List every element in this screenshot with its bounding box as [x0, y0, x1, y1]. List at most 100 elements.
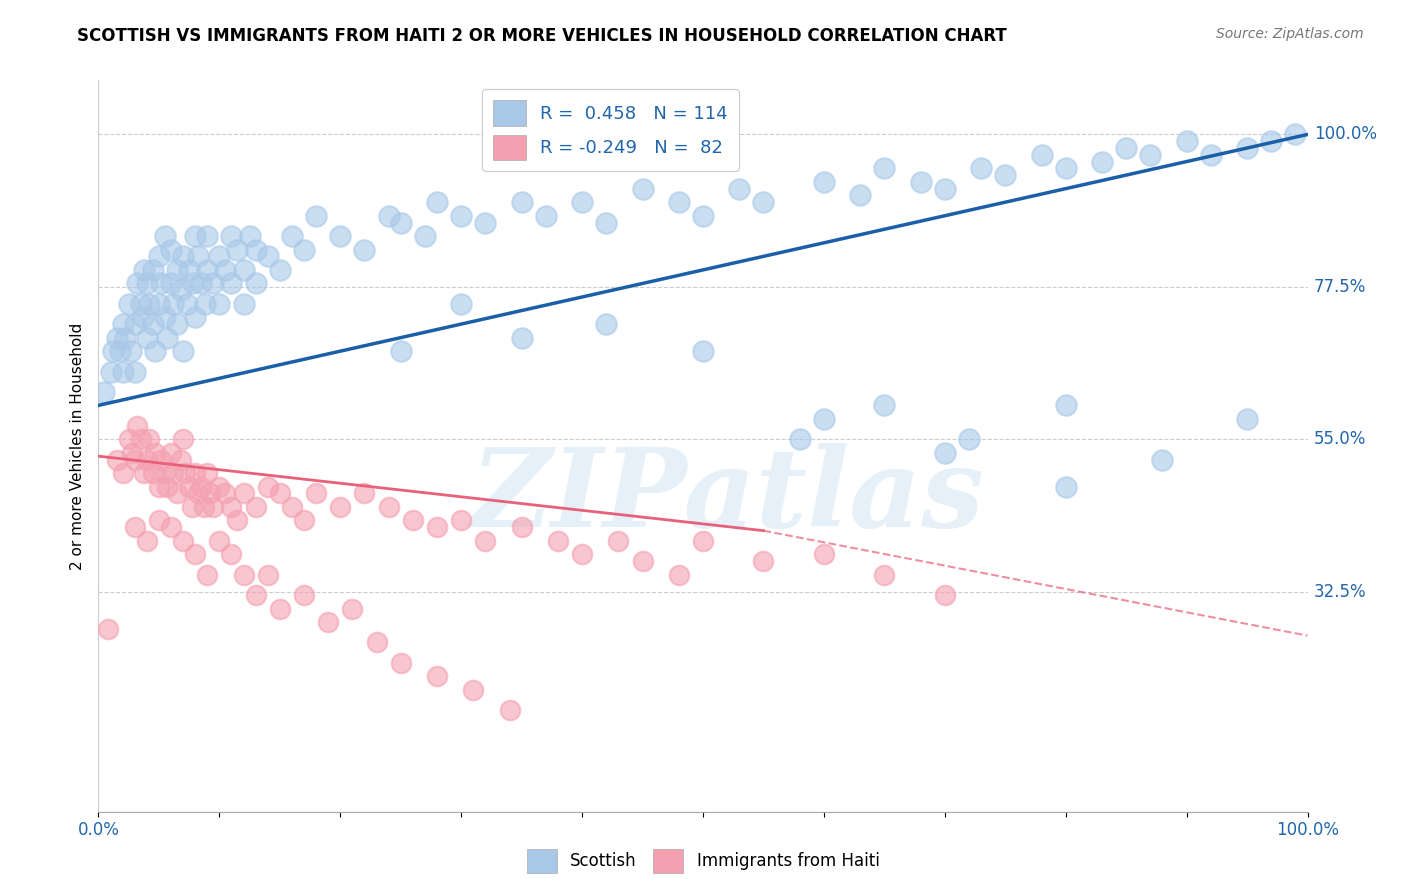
Point: [813, 547, 835, 561]
Point: [118, 432, 141, 446]
Point: [124, 452, 146, 467]
Point: [389, 656, 412, 670]
Point: [135, 277, 157, 291]
Point: [166, 317, 188, 331]
Point: [214, 486, 236, 500]
Point: [193, 500, 215, 514]
Text: Source: ZipAtlas.com: Source: ZipAtlas.com: [1216, 27, 1364, 41]
Text: 77.5%: 77.5%: [1313, 277, 1367, 296]
Point: [135, 331, 157, 345]
Point: [208, 533, 231, 548]
Point: [160, 243, 183, 257]
Point: [160, 277, 183, 291]
Point: [292, 243, 315, 257]
Point: [111, 466, 134, 480]
Point: [142, 466, 165, 480]
Point: [474, 215, 496, 229]
Point: [148, 297, 170, 311]
Point: [910, 175, 932, 189]
Point: [281, 500, 304, 514]
Point: [134, 466, 156, 480]
Point: [160, 446, 183, 460]
Point: [571, 547, 593, 561]
Point: [221, 277, 243, 291]
Point: [143, 446, 166, 460]
Point: [169, 283, 191, 297]
Point: [195, 229, 218, 244]
Point: [181, 277, 204, 291]
Point: [111, 317, 134, 331]
Point: [129, 297, 152, 311]
Point: [245, 500, 267, 514]
Point: [934, 588, 956, 602]
Point: [124, 520, 146, 534]
Point: [571, 195, 593, 210]
Point: [138, 432, 160, 446]
Point: [450, 514, 472, 528]
Point: [166, 263, 188, 277]
Point: [873, 567, 896, 582]
Point: [153, 229, 176, 244]
Point: [176, 297, 198, 311]
Point: [121, 446, 143, 460]
Point: [190, 480, 212, 494]
Point: [595, 215, 617, 229]
Point: [232, 263, 254, 277]
Point: [221, 547, 243, 561]
Point: [124, 364, 146, 378]
Point: [138, 297, 160, 311]
Point: [202, 500, 225, 514]
Point: [172, 533, 194, 548]
Point: [221, 500, 243, 514]
Point: [402, 514, 425, 528]
Point: [245, 588, 267, 602]
Point: [180, 500, 202, 514]
Point: [1175, 134, 1198, 148]
Text: ZIPatlas: ZIPatlas: [470, 443, 984, 551]
Legend: Scottish, Immigrants from Haiti: Scottish, Immigrants from Haiti: [520, 842, 886, 880]
Point: [232, 297, 254, 311]
Point: [187, 486, 209, 500]
Point: [232, 567, 254, 582]
Point: [118, 297, 141, 311]
Point: [873, 398, 896, 412]
Point: [426, 669, 449, 683]
Point: [198, 486, 221, 500]
Point: [849, 188, 872, 202]
Point: [607, 533, 630, 548]
Point: [1152, 452, 1174, 467]
Point: [148, 249, 170, 263]
Point: [692, 209, 714, 223]
Point: [100, 364, 122, 378]
Point: [547, 533, 569, 548]
Point: [148, 514, 170, 528]
Point: [134, 263, 156, 277]
Point: [342, 601, 364, 615]
Point: [129, 432, 152, 446]
Point: [1236, 412, 1258, 426]
Point: [208, 480, 231, 494]
Point: [245, 277, 267, 291]
Point: [184, 229, 207, 244]
Point: [934, 446, 956, 460]
Point: [813, 175, 835, 189]
Point: [994, 168, 1017, 182]
Point: [426, 195, 449, 210]
Point: [156, 480, 179, 494]
Point: [221, 229, 243, 244]
Text: 100.0%: 100.0%: [1313, 126, 1376, 144]
Point: [498, 703, 520, 717]
Point: [450, 297, 472, 311]
Point: [1139, 148, 1161, 162]
Y-axis label: 2 or more Vehicles in Household: 2 or more Vehicles in Household: [69, 322, 84, 570]
Point: [150, 277, 173, 291]
Point: [148, 480, 170, 494]
Point: [172, 344, 194, 359]
Point: [305, 209, 328, 223]
Point: [172, 432, 194, 446]
Point: [142, 263, 165, 277]
Point: [752, 195, 775, 210]
Point: [934, 181, 956, 195]
Point: [281, 229, 304, 244]
Point: [789, 432, 811, 446]
